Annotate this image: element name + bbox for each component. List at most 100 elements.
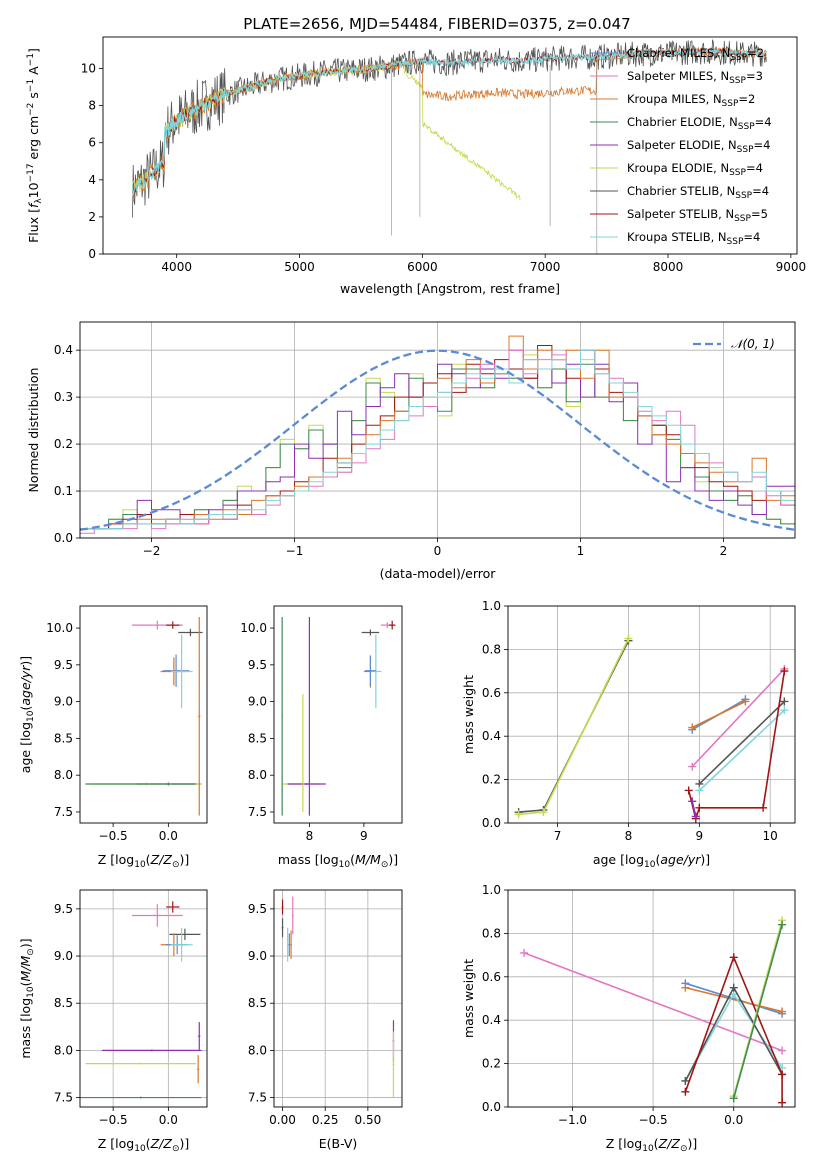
errorbar-point <box>85 1062 196 1065</box>
spectrum-line <box>132 39 767 218</box>
legend-entry: Salpeter MILES, NSSP=3 <box>627 69 763 86</box>
panel-mass_vs_ebv: 0.00 0.25 0.50 7.5 8.0 8.5 9.0 9.5 E(B-V) <box>248 889 403 1151</box>
y-axis-label: mass weight <box>461 959 476 1038</box>
plot-area <box>80 335 795 538</box>
label-part: Flux [ <box>26 208 41 243</box>
panel-spectrum: 4000 5000 6000 7000 8000 9000 0 2 4 6 8 10 Chabrier … <box>26 36 806 296</box>
y-tick-label: 0.6 <box>482 686 501 700</box>
series-line <box>732 924 783 1099</box>
label-part: 10 <box>644 860 656 870</box>
label-part: =2 <box>738 92 755 106</box>
data-point <box>688 723 697 732</box>
label-part: )] <box>700 852 710 867</box>
data-point <box>681 1087 690 1096</box>
errorbar-point <box>361 629 380 636</box>
legend-entry: Chabrier STELIB, NSSP=4 <box>627 184 769 201</box>
label-part: Z [log <box>98 1136 134 1151</box>
y-tick-label: 4 <box>88 173 96 187</box>
series-krou_miles <box>681 983 787 1016</box>
data-point <box>520 948 529 957</box>
label-part: =4 <box>752 184 769 198</box>
label-part: mass [log <box>278 852 339 867</box>
label-part: age [log <box>18 722 33 773</box>
errorbar-point <box>286 927 289 962</box>
x-tick-label: 0.0 <box>724 1113 743 1127</box>
label-part: mass [log <box>18 998 33 1059</box>
label-part: =2 <box>747 46 764 60</box>
y-tick-label: 9.0 <box>248 949 267 963</box>
plot-area <box>132 39 767 254</box>
label-part: Z [log <box>606 1136 642 1151</box>
label-part: M <box>18 971 33 982</box>
axes-frame <box>507 889 796 1108</box>
errorbar-point <box>290 930 292 959</box>
data-point <box>539 808 548 817</box>
data-point <box>778 1070 787 1079</box>
errorbar-point <box>166 901 180 913</box>
axes-frame <box>79 605 208 824</box>
series-line <box>523 952 783 1052</box>
y-tick-label: 9.5 <box>54 658 73 672</box>
plot-area <box>80 901 202 1099</box>
errorbar-point <box>80 1096 202 1099</box>
data-point <box>778 920 787 929</box>
errorbar-point <box>288 933 291 957</box>
y-tick-label: 0.0 <box>482 1100 501 1114</box>
x-tick-label: 9 <box>360 829 368 843</box>
series-line <box>518 638 630 816</box>
y-tick-label: 0.8 <box>482 642 501 656</box>
data-point <box>778 1007 787 1016</box>
plot-area <box>85 617 203 816</box>
panel-mass_vs_Z: −0.5 0.07.58.08.59.09.5Z [log10(Z/Z⊙)]mas… <box>18 889 208 1154</box>
series-chab_stelib <box>514 636 633 817</box>
label-part: ] <box>26 48 41 53</box>
label-part: / <box>18 676 33 683</box>
label-part: )] <box>388 852 398 867</box>
x-tick-label: −0.5 <box>99 1113 128 1127</box>
legend-entry: Salpeter STELIB, NSSP=5 <box>627 207 768 224</box>
label-part: 10 <box>134 1144 146 1154</box>
errorbar-point <box>291 896 294 935</box>
label-part: ( <box>655 852 660 867</box>
y-tick-label: 0.0 <box>54 531 73 545</box>
label-part: 10 <box>134 860 146 870</box>
series-krou_elodie <box>514 634 633 819</box>
label-part: Z <box>670 1136 680 1151</box>
series-line <box>698 709 785 792</box>
legend-entry: Chabrier MILES, NSSP=2 <box>627 46 764 63</box>
label-part: A <box>26 66 41 79</box>
x-tick-label: 0.0 <box>159 829 178 843</box>
x-tick-label: 10 <box>763 829 778 843</box>
label-part: s <box>26 92 41 103</box>
histogram-krou_stelib <box>80 349 795 538</box>
y-tick-label: 0.4 <box>482 1013 501 1027</box>
legend-entry: Kroupa MILES, NSSP=2 <box>627 92 755 109</box>
x-tick-label: 5000 <box>284 260 315 274</box>
errorbar-point <box>169 928 201 941</box>
y-tick-label: 1.0 <box>482 883 501 897</box>
series-salp_stelib <box>681 953 787 1107</box>
legend: Chabrier MILES, NSSP=2 Salpeter MILES, NS… <box>590 46 772 247</box>
errorbar-point <box>287 783 326 785</box>
label-part: )] <box>687 1136 697 1151</box>
label-part: ( <box>654 1136 659 1151</box>
plot-area <box>281 617 396 816</box>
y-tick-label: 9.0 <box>248 695 267 709</box>
errorbar-point <box>308 617 311 816</box>
errorbar-point <box>370 634 382 709</box>
label-part: 10 <box>642 1144 654 1154</box>
x-tick-label: −1 <box>286 544 304 558</box>
y-tick-label: 0.2 <box>482 1057 501 1071</box>
y-tick-label: 7.5 <box>248 805 267 819</box>
panel-age_vs_Z: −0.5 0.07.58.08.59.09.510.0Z [log10(Z/Z⊙)… <box>18 605 208 870</box>
y-tick-label: 0.3 <box>54 390 73 404</box>
label-part: erg cm <box>26 116 41 164</box>
y-tick-label: 7.5 <box>54 1091 73 1105</box>
errorbar-point <box>178 628 203 637</box>
x-axis-label: Z [log10(Z/Z⊙)] <box>606 1136 698 1154</box>
x-tick-label: 7000 <box>530 260 561 274</box>
label-part: Z <box>162 1136 172 1151</box>
label-part: M <box>355 852 366 867</box>
x-tick-label: −0.5 <box>99 829 128 843</box>
